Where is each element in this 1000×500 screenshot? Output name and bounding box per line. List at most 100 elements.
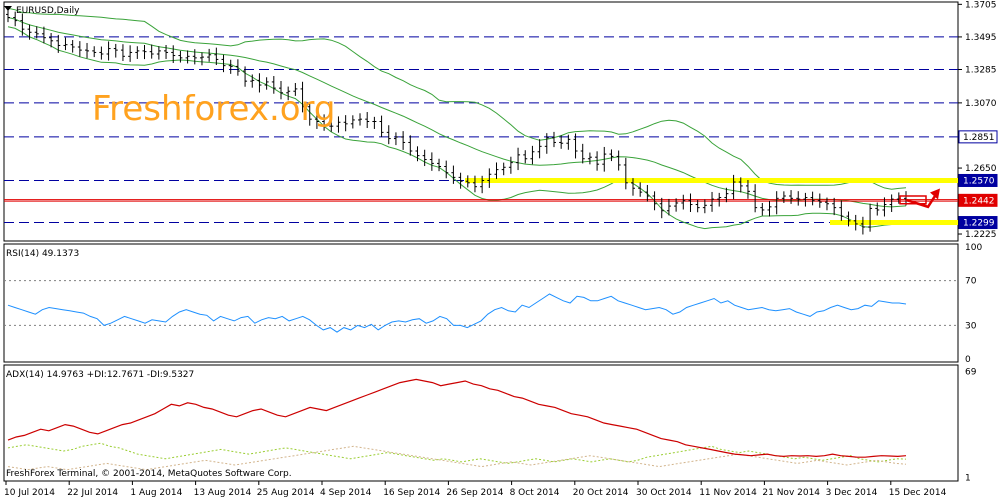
price-bar [156, 46, 161, 60]
bollinger-upper [7, 7, 907, 190]
price-bar [228, 59, 233, 74]
price-bar [480, 175, 485, 194]
symbol-title: EURUSD,Daily [16, 6, 80, 16]
price-bar [472, 175, 477, 193]
price-bar [350, 115, 355, 129]
price-bar [365, 112, 370, 129]
price-bar [645, 184, 650, 202]
time-tick-label: 11 Nov 2014 [699, 488, 757, 498]
price-bar [386, 125, 391, 145]
price-bar [56, 34, 61, 53]
dropdown-triangle-icon[interactable] [4, 6, 12, 11]
price-bar [444, 160, 449, 179]
price-bar [27, 24, 32, 40]
panel-frame [3, 364, 959, 482]
price-bar [128, 45, 133, 62]
price-bar [587, 152, 592, 165]
adx-series [7, 378, 907, 458]
price-bar [566, 134, 571, 150]
rsi-tick-label: 70 [965, 277, 977, 287]
price-bar [164, 44, 169, 59]
price-bar [293, 83, 298, 96]
price-box [958, 173, 998, 187]
price-bar [631, 178, 636, 196]
price-bar [781, 191, 786, 203]
price-bar [681, 194, 686, 210]
forecast-box [899, 195, 927, 205]
price-box [958, 193, 998, 207]
price-bar [343, 115, 348, 132]
price-bar [595, 151, 600, 171]
price-bar [113, 43, 118, 58]
price-box-label: 1.2570 [963, 176, 995, 186]
adx-tick-label: 69 [965, 368, 977, 378]
rsi-line [7, 293, 907, 333]
price-bar [271, 76, 276, 94]
price-bar [92, 46, 97, 58]
time-tick-label: 1 Aug 2014 [130, 488, 182, 498]
price-bar [49, 33, 54, 48]
price-bar [760, 202, 765, 216]
price-bar [494, 162, 499, 179]
bollinger-middle [7, 17, 907, 208]
price-bar [860, 216, 865, 235]
price-tick-label: 1.3705 [965, 0, 997, 10]
adx-axis: 69 1 [965, 368, 977, 484]
price-bar [408, 135, 413, 156]
forecast-arrow-head [930, 188, 940, 200]
price-bar [221, 54, 226, 73]
rsi-series [7, 293, 907, 333]
price-bar [688, 193, 693, 212]
price-bar [731, 174, 736, 200]
price-bar [659, 197, 664, 219]
price-bar [803, 192, 808, 207]
price-bar [710, 191, 715, 212]
price-bar [832, 197, 837, 216]
price-bar [34, 26, 39, 39]
price-bar [429, 152, 434, 171]
price-box-label: 1.2299 [963, 219, 995, 229]
price-bar [738, 177, 743, 193]
price-bar [77, 41, 82, 57]
price-bar [868, 203, 873, 232]
price-bar [135, 46, 140, 59]
price-bar [307, 102, 312, 126]
price-tick-label: 1.3285 [965, 66, 997, 76]
bollinger-bands [7, 7, 907, 230]
price-tick-label: 1.2650 [965, 164, 997, 174]
price-tick-label: 1.3070 [965, 99, 997, 109]
price-bar [451, 165, 456, 184]
price-bar [358, 113, 363, 126]
price-bar [602, 146, 607, 172]
price-bar [796, 191, 801, 206]
price-bar [192, 49, 197, 65]
price-bar [214, 47, 219, 66]
time-tick-label: 8 Oct 2014 [510, 488, 560, 498]
price-bar [278, 80, 283, 100]
price-bar [63, 37, 68, 51]
price-bar [264, 77, 269, 90]
price-bar [774, 191, 779, 215]
price-bar [207, 48, 212, 62]
price-bar [415, 146, 420, 162]
price-bar [322, 114, 327, 131]
price-tick-label: 1.3495 [965, 33, 997, 43]
price-bar [422, 149, 427, 167]
time-tick-label: 16 Sep 2014 [383, 488, 440, 498]
price-bar [13, 11, 18, 27]
price-bar [508, 156, 513, 174]
watermark-text: Freshforex.org [92, 89, 336, 129]
price-grid [4, 36, 958, 224]
time-tick-label: 22 Jul 2014 [67, 488, 118, 498]
rsi-tick-label: 0 [965, 355, 971, 365]
di-plus-series [7, 442, 907, 464]
price-bar [767, 200, 772, 217]
di-minus-series [7, 445, 907, 471]
price-bar [85, 42, 90, 59]
price-bar [753, 184, 758, 213]
price-bar [171, 45, 176, 63]
price-bar [6, 9, 10, 23]
rsi-title: RSI(14) 49.1373 [6, 249, 79, 259]
price-bar [516, 147, 521, 171]
adx-lines [7, 378, 907, 471]
